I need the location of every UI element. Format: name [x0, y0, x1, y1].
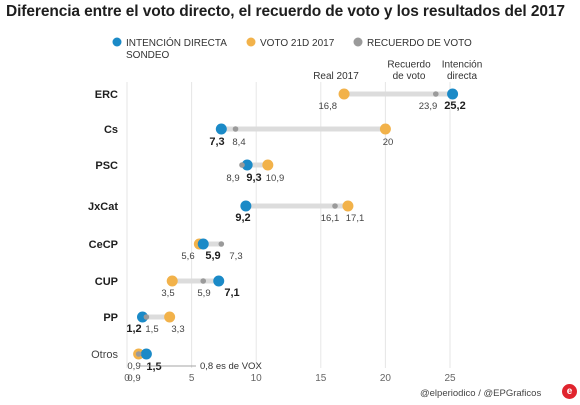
- point-recuerdo-voto: [218, 241, 225, 247]
- category-label: ERC: [95, 89, 118, 101]
- point-voto-2017: [262, 159, 274, 171]
- value-label: 10,9: [266, 173, 285, 184]
- legend-label-line2: SONDEO: [126, 50, 170, 61]
- category-label: Cs: [104, 124, 118, 136]
- column-header: Real 2017: [313, 71, 359, 82]
- point-intencion-directa: [447, 88, 459, 100]
- chart-rows: ERC 16,8 23,9 25,2 Cs 7,3 8,4 20 PSC 8,9 9,3 10,9 Jx…: [88, 88, 466, 384]
- legend-label: INTENCIÓN DIRECTA: [126, 36, 227, 49]
- x-axis: 0 5 10 15 20 25: [124, 373, 456, 384]
- x-tick-label: 25: [444, 373, 456, 384]
- point-recuerdo-voto: [239, 162, 245, 168]
- category-label: Otros: [91, 349, 118, 361]
- point-recuerdo-voto: [332, 203, 338, 209]
- point-recuerdo-voto: [432, 91, 439, 97]
- point-intencion-directa: [137, 311, 149, 323]
- legend-swatch: [246, 37, 256, 47]
- row-cup: CUP 3,5 5,9 7,1: [95, 275, 240, 299]
- row-cecp: CeCP 5,6 5,9 7,3: [89, 238, 243, 262]
- value-label: 20: [383, 137, 394, 148]
- category-label: CeCP: [89, 239, 118, 251]
- category-label: JxCat: [88, 201, 118, 213]
- row-jxcat: JxCat 9,2 16,1 17,1: [88, 200, 365, 224]
- legend-swatch: [112, 37, 122, 47]
- value-label: 7,1: [224, 287, 239, 299]
- row-psc: PSC 8,9 9,3 10,9: [95, 159, 285, 184]
- point-intencion-directa: [241, 159, 253, 171]
- x-tick-label: 15: [315, 373, 327, 384]
- legend-label: RECUERDO DE VOTO: [367, 38, 472, 49]
- row-cs: Cs 7,3 8,4 20: [104, 123, 394, 148]
- vox-annotation: 0,8 es de VOX: [139, 361, 262, 372]
- x-tick-label: 5: [189, 373, 195, 384]
- category-label: CUP: [95, 276, 118, 288]
- value-label: 7,3: [209, 136, 224, 148]
- point-intencion-directa: [240, 200, 252, 212]
- legend-label: VOTO 21D 2017: [260, 38, 335, 49]
- point-voto-2017: [164, 311, 176, 323]
- value-label: 3,3: [171, 324, 184, 335]
- column-header: directa: [447, 71, 477, 82]
- category-label: PP: [103, 312, 118, 324]
- point-recuerdo-voto: [135, 351, 142, 357]
- column-header: Recuerdo: [387, 60, 431, 71]
- grid-lines: [126, 82, 451, 368]
- point-voto-2017: [342, 200, 354, 212]
- x-tick-label: 0: [124, 373, 130, 384]
- value-label: 0,9: [127, 373, 140, 384]
- x-tick-label: 20: [380, 373, 392, 384]
- point-intencion-directa: [213, 275, 225, 287]
- value-label: 1,2: [126, 323, 141, 335]
- point-recuerdo-voto: [143, 314, 150, 320]
- point-recuerdo-voto: [232, 126, 239, 132]
- category-label: PSC: [95, 160, 118, 172]
- row-erc: ERC 16,8 23,9 25,2: [95, 88, 466, 112]
- annotation-text: 0,8 es de VOX: [200, 361, 262, 372]
- value-label: 9,2: [235, 212, 250, 224]
- value-label: 1,5: [146, 361, 161, 373]
- value-label: 17,1: [346, 213, 365, 224]
- column-header: Intención: [442, 60, 483, 71]
- value-label: 5,6: [181, 251, 194, 262]
- source-credit: @elperiodico / @EPGraficos: [420, 388, 542, 399]
- brand-logo: e: [562, 384, 577, 399]
- legend-swatch: [353, 37, 363, 47]
- value-label: 8,4: [232, 137, 245, 148]
- value-label: 0,9: [127, 361, 140, 372]
- point-voto-2017: [379, 123, 391, 135]
- row-otros: Otros 0,90,9 1,5: [91, 348, 162, 384]
- chart-title: Diferencia entre el voto directo, el rec…: [6, 3, 565, 20]
- value-label: 9,3: [246, 172, 261, 184]
- value-label: 16,8: [319, 101, 338, 112]
- value-label: 8,9: [226, 173, 239, 184]
- value-label: 1,5: [145, 324, 158, 335]
- value-label: 23,9: [419, 101, 438, 112]
- value-label: 7,3: [229, 251, 242, 262]
- point-voto-2017: [166, 275, 178, 287]
- column-header: de voto: [393, 71, 426, 82]
- point-intencion-directa: [140, 348, 152, 360]
- point-intencion-directa: [197, 238, 209, 250]
- point-intencion-directa: [215, 123, 227, 135]
- value-label: 25,2: [444, 100, 465, 112]
- x-tick-label: 10: [251, 373, 263, 384]
- value-label: 5,9: [197, 288, 210, 299]
- point-voto-2017: [338, 88, 350, 100]
- point-recuerdo-voto: [200, 278, 207, 284]
- value-label: 3,5: [161, 288, 174, 299]
- value-label: 5,9: [205, 250, 220, 262]
- value-label: 16,1: [321, 213, 340, 224]
- row-pp: PP 1,2 1,5 3,3: [103, 311, 185, 335]
